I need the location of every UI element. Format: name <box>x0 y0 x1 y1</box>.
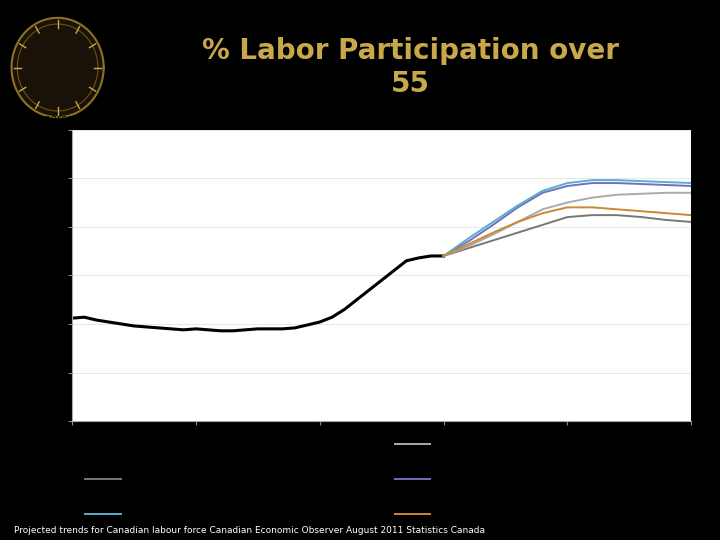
Text: Projected trends for Canadian labour force Canadian Economic Observer August 201: Projected trends for Canadian labour for… <box>14 526 485 535</box>
Text: Constant participation rates (2008): Constant participation rates (2008) <box>131 474 315 484</box>
Text: Long-term trends (1990-2008): Long-term trends (1990-2008) <box>441 509 598 518</box>
Circle shape <box>12 18 104 117</box>
Text: Low growth: Low growth <box>441 439 500 449</box>
Text: % Labor Participation over
55: % Labor Participation over 55 <box>202 37 619 98</box>
Text: Observed: Observed <box>131 439 181 449</box>
Text: percent: percent <box>44 114 84 124</box>
Text: High growth: High growth <box>131 509 194 518</box>
Text: Recent trends (1999-2008): Recent trends (1999-2008) <box>441 474 580 484</box>
